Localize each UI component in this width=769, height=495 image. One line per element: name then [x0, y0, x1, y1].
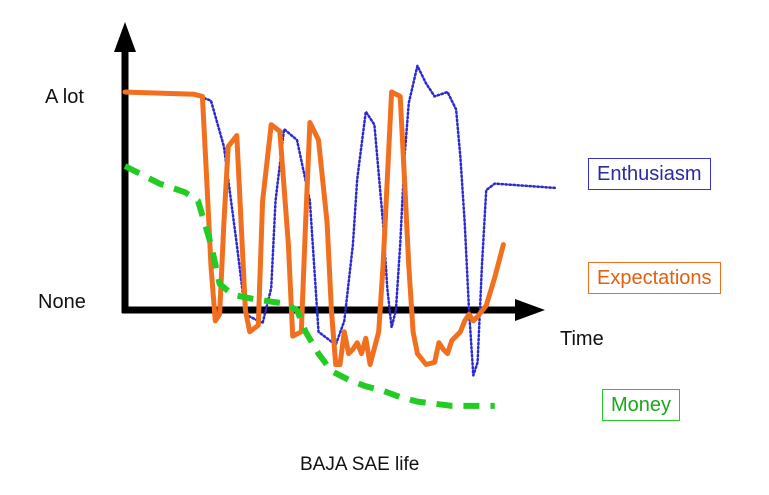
legend-money: Money	[602, 389, 681, 421]
series-layer	[122, 64, 557, 409]
legend-enthusiasm: Enthusiasm	[588, 158, 711, 190]
chart-title: BAJA SAE life	[300, 454, 420, 475]
y-axis-arrowhead	[114, 22, 136, 52]
x-axis-label: Time	[560, 328, 604, 350]
y-tick-label-top: A lot	[45, 86, 84, 108]
legend-expectations: Expectations	[588, 262, 721, 294]
y-tick-label-bottom: None	[38, 291, 86, 313]
series-line-enthusiasm	[123, 64, 557, 377]
x-axis-arrowhead	[515, 299, 545, 321]
series-line-expectations	[122, 89, 506, 367]
